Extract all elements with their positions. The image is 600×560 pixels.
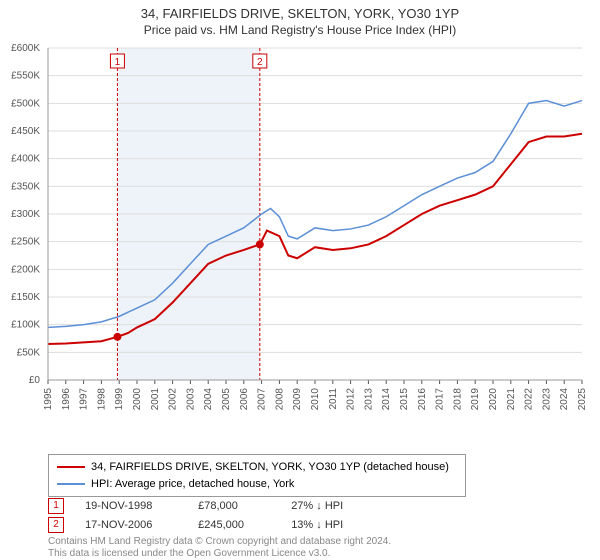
svg-text:2024: 2024 [559,388,570,411]
marker-diff-2: 13% ↓ HPI [291,519,343,531]
chart-title-line1: 34, FAIRFIELDS DRIVE, SKELTON, YORK, YO3… [0,0,600,21]
svg-text:2009: 2009 [292,388,303,411]
marker-diff-1: 27% ↓ HPI [291,500,343,512]
svg-text:£300K: £300K [11,209,40,220]
svg-text:2018: 2018 [452,388,463,411]
svg-text:£250K: £250K [11,237,40,248]
svg-text:2005: 2005 [221,388,232,411]
svg-text:1996: 1996 [61,388,72,411]
legend: 34, FAIRFIELDS DRIVE, SKELTON, YORK, YO3… [48,454,466,497]
marker-badge-1: 1 [48,498,64,514]
svg-text:2001: 2001 [150,388,161,411]
chart-title-line2: Price paid vs. HM Land Registry's House … [0,21,600,37]
footer: Contains HM Land Registry data © Crown c… [48,536,391,560]
legend-entry: 34, FAIRFIELDS DRIVE, SKELTON, YORK, YO3… [57,459,457,476]
footer-line2: This data is licensed under the Open Gov… [48,548,391,560]
svg-text:2003: 2003 [185,388,196,411]
svg-text:2019: 2019 [470,388,481,411]
legend-swatch [57,466,85,468]
svg-text:£0: £0 [29,375,41,386]
svg-text:2025: 2025 [577,388,588,411]
svg-text:2004: 2004 [203,388,214,411]
marker-badge-2: 2 [48,517,64,533]
svg-text:1999: 1999 [114,388,125,411]
legend-label: HPI: Average price, detached house, York [91,476,294,493]
chart-container: 34, FAIRFIELDS DRIVE, SKELTON, YORK, YO3… [0,0,600,560]
svg-text:2022: 2022 [524,388,535,411]
svg-text:2002: 2002 [168,388,179,411]
marker-price-1: £78,000 [198,500,288,512]
svg-text:2021: 2021 [506,388,517,411]
svg-text:£550K: £550K [11,71,40,82]
svg-text:£50K: £50K [17,347,41,358]
svg-text:£350K: £350K [11,181,40,192]
svg-text:2017: 2017 [435,388,446,411]
legend-swatch [57,483,85,485]
marker-price-2: £245,000 [198,519,288,531]
svg-text:2007: 2007 [257,388,268,411]
svg-text:£450K: £450K [11,126,40,137]
svg-text:£150K: £150K [11,292,40,303]
svg-text:1995: 1995 [43,388,54,411]
svg-text:£100K: £100K [11,320,40,331]
svg-text:£400K: £400K [11,154,40,165]
marker-row-2: 2 17-NOV-2006 £245,000 13% ↓ HPI [48,517,343,533]
svg-text:2015: 2015 [399,388,410,411]
svg-text:2016: 2016 [417,388,428,411]
svg-text:2020: 2020 [488,388,499,411]
marker-date-1: 19-NOV-1998 [85,500,195,512]
marker-date-2: 17-NOV-2006 [85,519,195,531]
legend-entry: HPI: Average price, detached house, York [57,476,457,493]
svg-text:2006: 2006 [239,388,250,411]
legend-label: 34, FAIRFIELDS DRIVE, SKELTON, YORK, YO3… [91,459,449,476]
price-chart: £0£50K£100K£150K£200K£250K£300K£350K£400… [48,44,588,414]
svg-text:2014: 2014 [381,388,392,411]
svg-text:2012: 2012 [346,388,357,411]
svg-text:1: 1 [115,57,121,68]
svg-text:2: 2 [257,57,263,68]
svg-text:£200K: £200K [11,264,40,275]
svg-text:£500K: £500K [11,98,40,109]
svg-text:£600K: £600K [11,43,40,54]
svg-text:2010: 2010 [310,388,321,411]
svg-text:2000: 2000 [132,388,143,411]
svg-text:2011: 2011 [328,388,339,410]
svg-text:2008: 2008 [274,388,285,411]
marker-row-1: 1 19-NOV-1998 £78,000 27% ↓ HPI [48,498,343,514]
svg-text:1998: 1998 [96,388,107,411]
svg-text:1997: 1997 [79,388,90,411]
footer-line1: Contains HM Land Registry data © Crown c… [48,536,391,548]
svg-text:2013: 2013 [363,388,374,411]
svg-text:2023: 2023 [541,388,552,411]
